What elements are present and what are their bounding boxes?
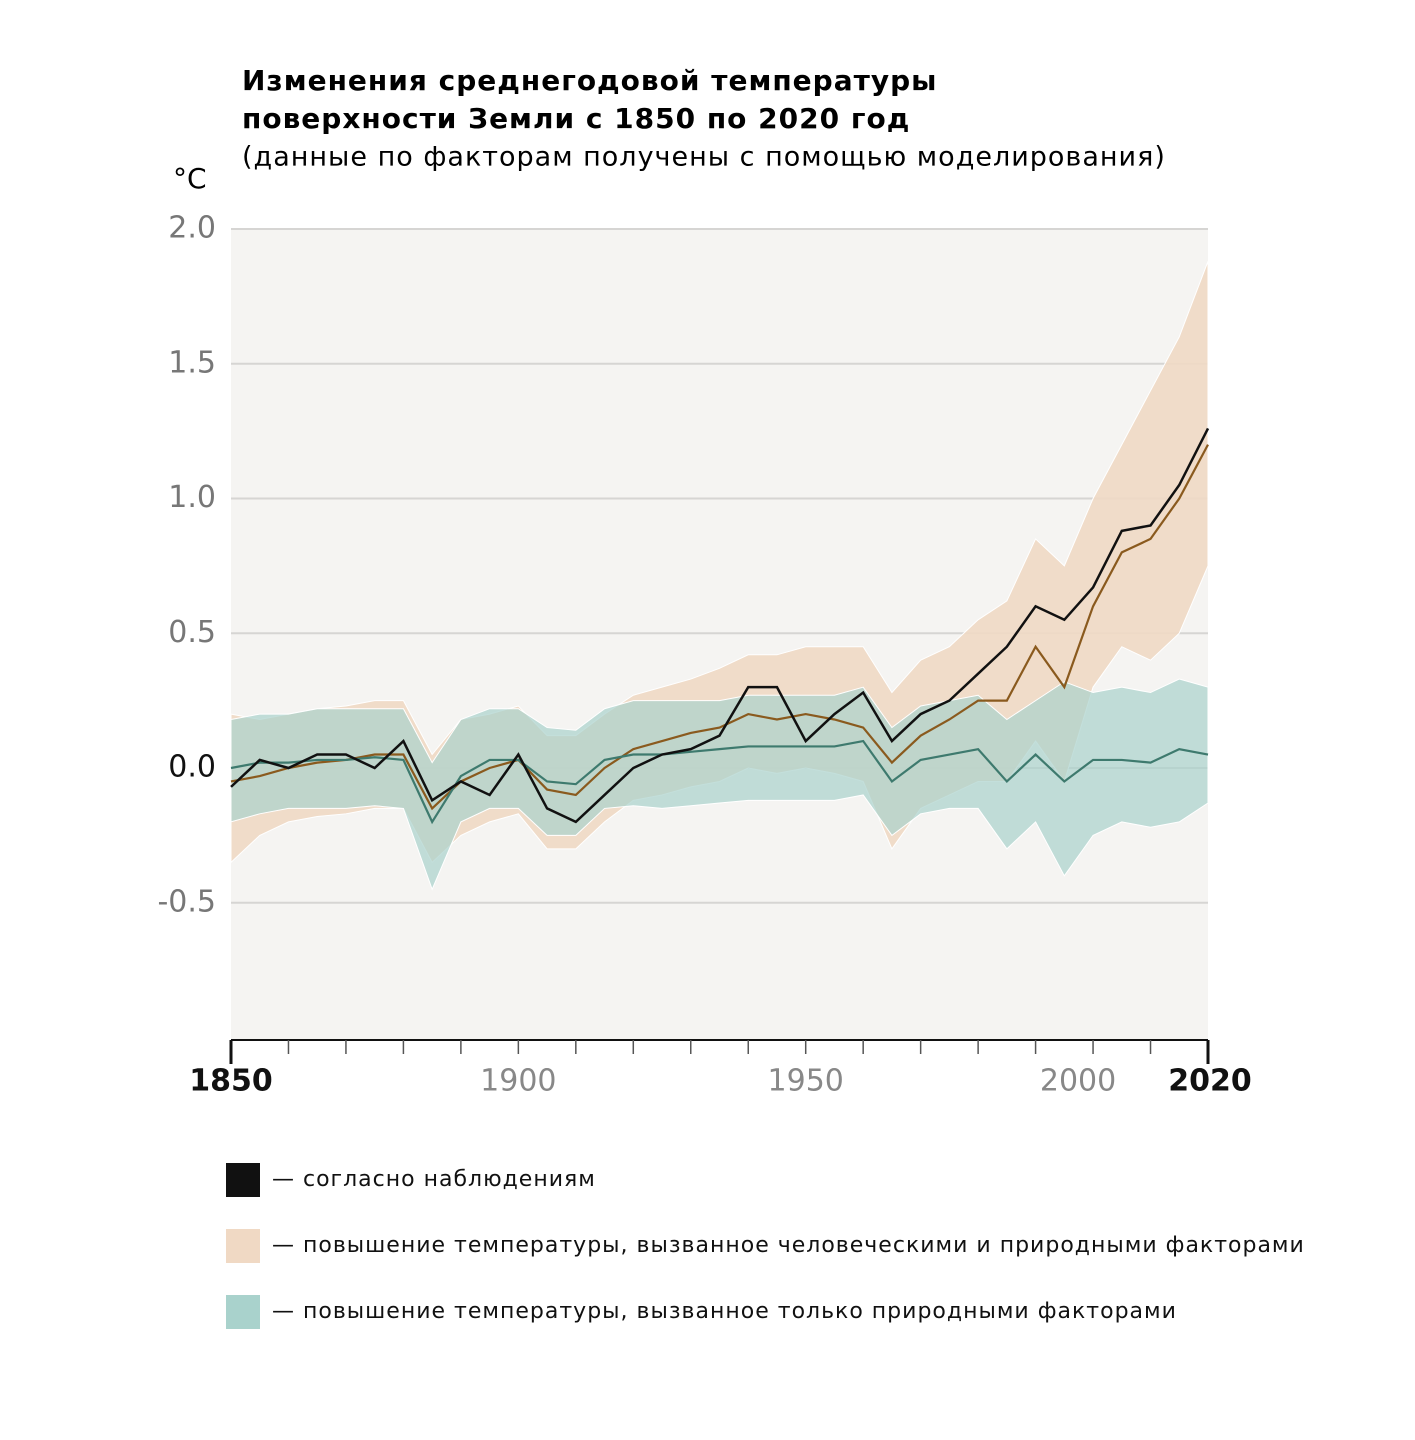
- chart-title: Изменения среднегодовой температуры: [242, 64, 937, 97]
- x-tick-label: 1950: [768, 1064, 844, 1099]
- x-tick-label: 2000: [1040, 1064, 1116, 1099]
- x-tick-label: 1850: [189, 1064, 273, 1099]
- line: [230, 739, 1209, 825]
- legend-label: — повышение температуры, вызванное челов…: [272, 1233, 1305, 1258]
- y-tick-label: -0.5: [157, 884, 216, 919]
- x-tick-label: 1900: [480, 1064, 556, 1099]
- y-tick-label: 1.0: [168, 480, 216, 515]
- chart-title: поверхности Земли с 1850 по 2020 год: [242, 102, 910, 135]
- chart-subtitle: (данные по факторам получены с помощью м…: [242, 142, 1166, 173]
- y-tick-label: 1.5: [168, 345, 216, 380]
- line: [230, 427, 1210, 824]
- legend-swatch: [226, 1295, 260, 1329]
- legend-label: — согласно наблюдениям: [272, 1167, 596, 1192]
- line: [230, 444, 1209, 811]
- legend-swatch: [226, 1229, 260, 1263]
- y-axis-label: °C: [173, 162, 207, 195]
- y-tick-label: 2.0: [168, 211, 216, 246]
- y-tick-label: 0.5: [168, 615, 216, 650]
- band: [230, 678, 1209, 891]
- legend-swatch: [226, 1163, 260, 1197]
- legend-label: — повышение температуры, вызванное тольк…: [272, 1299, 1177, 1324]
- x-tick-label: 2020: [1168, 1064, 1252, 1099]
- y-tick-label: 0.0: [168, 750, 216, 785]
